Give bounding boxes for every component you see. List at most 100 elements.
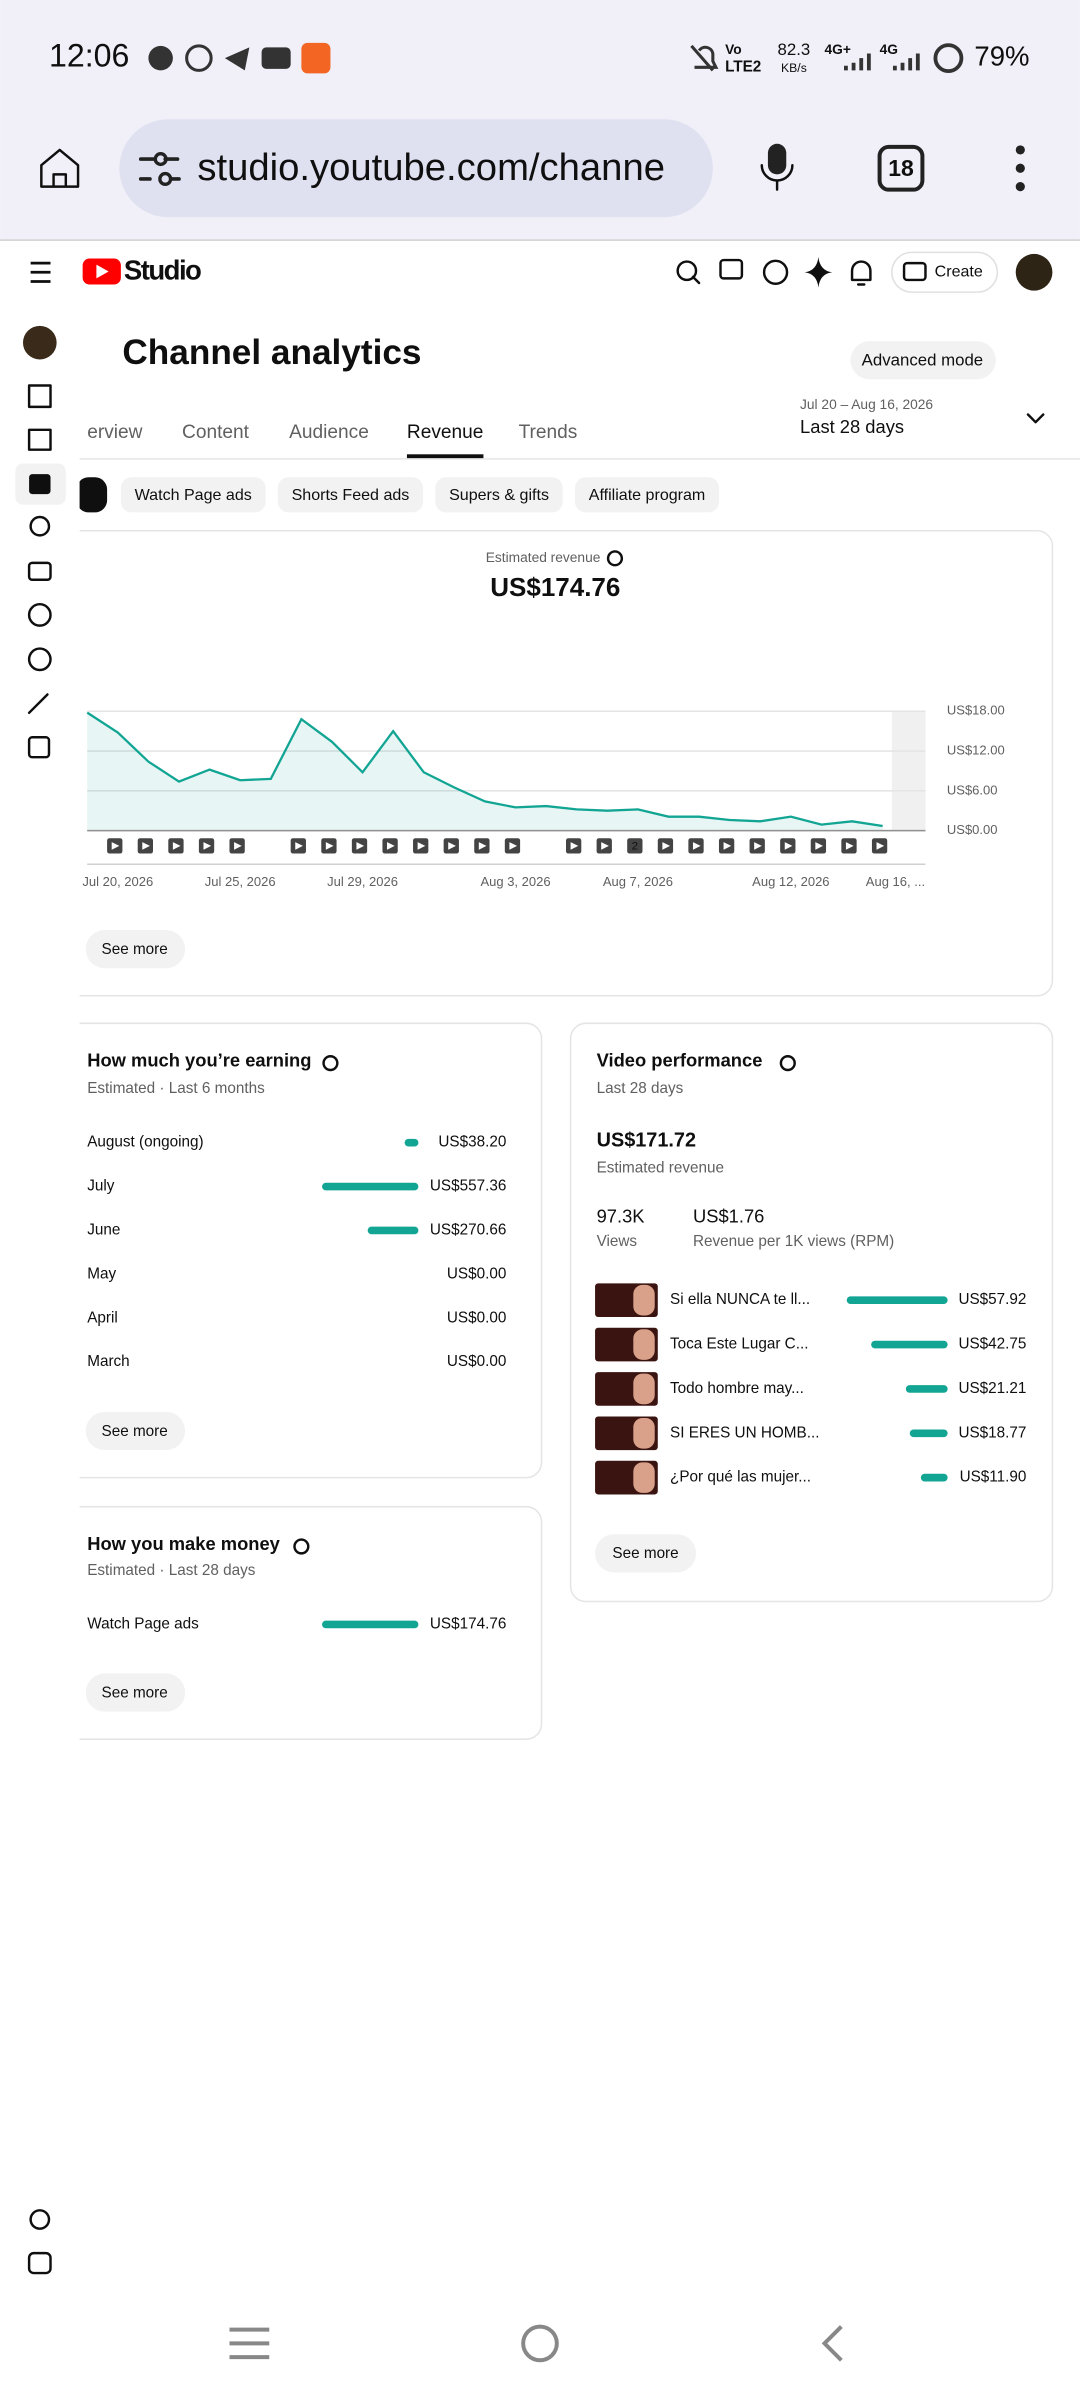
make-money-title: How you make money [87,1533,280,1554]
rpm: US$1.76 [693,1205,764,1226]
y-tick-label: US$0.00 [947,822,998,837]
value-label: US$0.00 [447,1309,506,1326]
video-marker-play [784,842,793,850]
earn-icon[interactable] [27,647,52,672]
row-label[interactable]: Todo hombre may... [670,1380,804,1397]
subtitles-icon[interactable] [27,561,52,581]
clock: 12:06 [49,38,129,74]
see-more-label: See more [102,1684,168,1701]
tab-switcher[interactable] [877,144,925,192]
analytics-icon[interactable] [29,474,51,495]
tab[interactable]: Content [182,422,250,443]
tab[interactable]: erview [87,422,142,443]
mic-icon[interactable] [767,143,787,175]
value-label: US$18.77 [958,1424,1026,1441]
tab[interactable]: Trends [519,422,578,443]
site-settings-icon[interactable] [138,157,181,181]
battery: 79% [974,40,1029,71]
settings-icon[interactable] [29,2209,51,2230]
feedback-icon[interactable] [27,2251,52,2275]
community-icon[interactable] [29,515,51,537]
audio-library-icon[interactable] [27,736,51,759]
see-more-button[interactable] [85,1411,186,1451]
info-icon[interactable] [779,1054,796,1072]
area [87,712,883,831]
chip[interactable] [575,477,720,513]
chips: Watch Page ads Shorts Feed ads Supers & gi… [120,477,720,513]
url-bar[interactable] [119,119,713,218]
search-icon[interactable] [676,260,698,282]
row-label[interactable]: Si ella NUNCA te ll... [670,1291,810,1308]
browser-menu[interactable] [1015,145,1025,192]
nav-back[interactable] [821,2325,843,2362]
date-range: Jul 20 – Aug 16, 2026 [800,397,933,412]
chip-all[interactable] [76,477,108,513]
period-dropdown[interactable] [1026,413,1045,424]
row-label[interactable]: ¿Por qué las mujer... [670,1469,811,1486]
video-marker-play [142,842,150,850]
value-label: US$0.00 [447,1353,506,1370]
help-icon[interactable] [762,259,789,285]
comments-icon[interactable] [719,258,744,280]
see-more-button[interactable] [85,1673,186,1712]
y-tick-label: US$6.00 [947,782,998,797]
make-money-rows: Watch Page ads US$174.76 [87,1616,506,1633]
video-marker[interactable] [627,838,643,854]
tab[interactable]: Revenue [407,422,484,443]
notifications-icon[interactable] [850,260,872,286]
video-marker-play [234,842,242,850]
row-label: Watch Page ads [87,1616,199,1633]
tab[interactable]: Audience [289,422,369,443]
profile-avatar[interactable] [1015,253,1053,291]
partial-day-shade [891,711,926,831]
video-revenue: US$171.72 [597,1129,696,1151]
brand: Studio [124,255,201,286]
advanced-mode-button[interactable] [850,341,996,380]
video-performance-subtitle: Last 28 days [597,1080,684,1097]
info-icon[interactable] [322,1054,339,1072]
chip-label: Shorts Feed ads [292,486,410,504]
see-more-button[interactable] [85,930,186,969]
row-label[interactable]: SI ERES UN HOMB... [670,1424,819,1441]
info-icon[interactable] [293,1538,310,1555]
video-marker-play [111,842,120,850]
x-tick-label: Jul 20, 2026 [82,874,153,889]
menu-button[interactable] [30,261,51,283]
info-icon[interactable] [606,550,624,567]
whatsapp-icon [185,44,213,72]
ai-icon[interactable] [804,256,833,288]
row-label: August (ongoing) [87,1134,203,1151]
chip[interactable] [435,477,563,513]
views: 97.3K [597,1205,646,1226]
copyright-icon[interactable] [27,602,52,627]
period: Last 28 days [800,416,904,437]
chip-label: Watch Page ads [135,486,252,504]
chip[interactable] [120,477,266,513]
nav-home[interactable] [521,2324,559,2363]
chip[interactable] [277,477,424,513]
video-thumbnail-face [633,1329,655,1360]
earning-title: How much you’re earning [87,1049,311,1070]
signal2 [892,53,920,71]
dashboard-icon[interactable] [27,384,52,409]
content-icon[interactable] [27,428,52,451]
chip-label: Supers & gifts [449,486,549,504]
views-label: Views [597,1233,638,1250]
customization-icon[interactable] [27,693,49,715]
nav-recents[interactable] [229,2327,270,2360]
row-label[interactable]: Toca Este Lugar C... [670,1336,808,1353]
channel-avatar[interactable] [22,325,57,360]
mute-icon [690,44,719,72]
tabs: erview Content Audience Revenue Trends [87,422,578,459]
site-settings-dot [153,152,168,167]
sidebar-icons [15,325,66,2275]
home-button[interactable] [40,148,80,188]
see-more-button[interactable] [595,1534,697,1573]
search-handle [691,275,701,285]
rpm-label: Revenue per 1K views (RPM) [693,1233,894,1250]
row-label: May [87,1265,116,1282]
video-marker-play [692,842,701,850]
value-label: US$270.66 [430,1221,506,1238]
content: Channel analytics Advanced mode Jul 20 –… [0,333,1080,1740]
tab-count: 18 [888,155,914,181]
